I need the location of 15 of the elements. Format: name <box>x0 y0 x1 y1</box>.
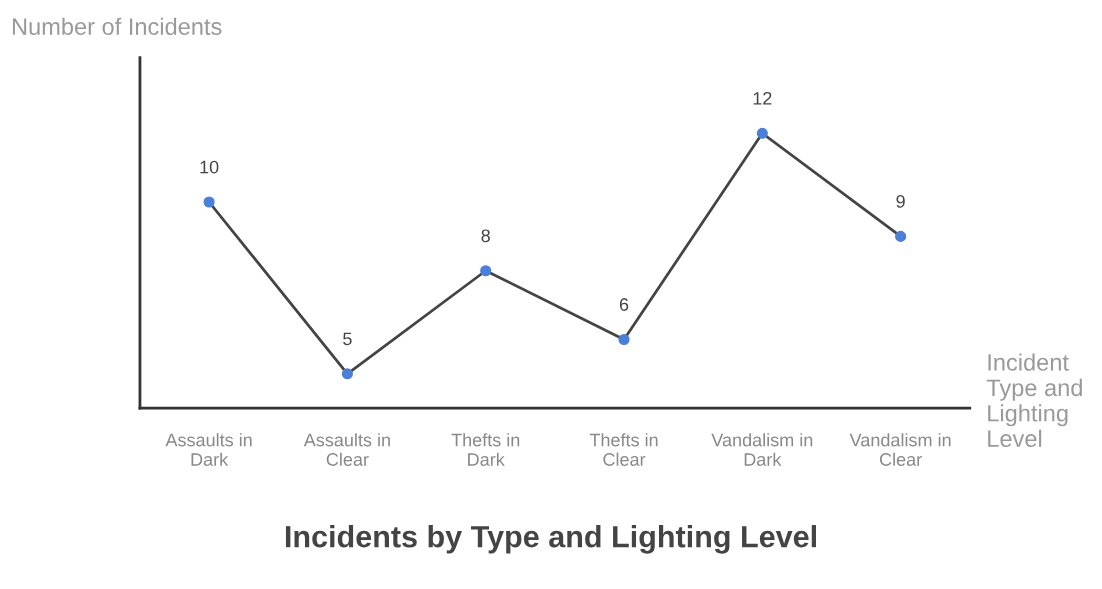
data-label: 6 <box>619 298 629 311</box>
x-tick-label: Vandalism in Clear <box>849 433 951 466</box>
x-tick-label: Assaults in Clear <box>303 433 390 466</box>
x-tick-label: Assaults in Dark <box>165 433 252 466</box>
x-tick-label: Thefts in Clear <box>589 433 658 466</box>
data-label: 10 <box>200 160 219 174</box>
data-label: 8 <box>481 229 490 243</box>
x-axis-title: Incident Type and Lighting Level <box>986 353 1082 448</box>
y-axis-title: Number of Incidents <box>12 17 222 36</box>
x-tick-label: Thefts in Dark <box>451 433 520 466</box>
data-label: 12 <box>753 91 772 105</box>
x-tick-label: Vandalism in Dark <box>711 433 813 466</box>
data-label: 5 <box>343 332 352 346</box>
data-label: 9 <box>896 195 905 208</box>
text: Incidents by Type and Lighting Level <box>285 525 816 554</box>
